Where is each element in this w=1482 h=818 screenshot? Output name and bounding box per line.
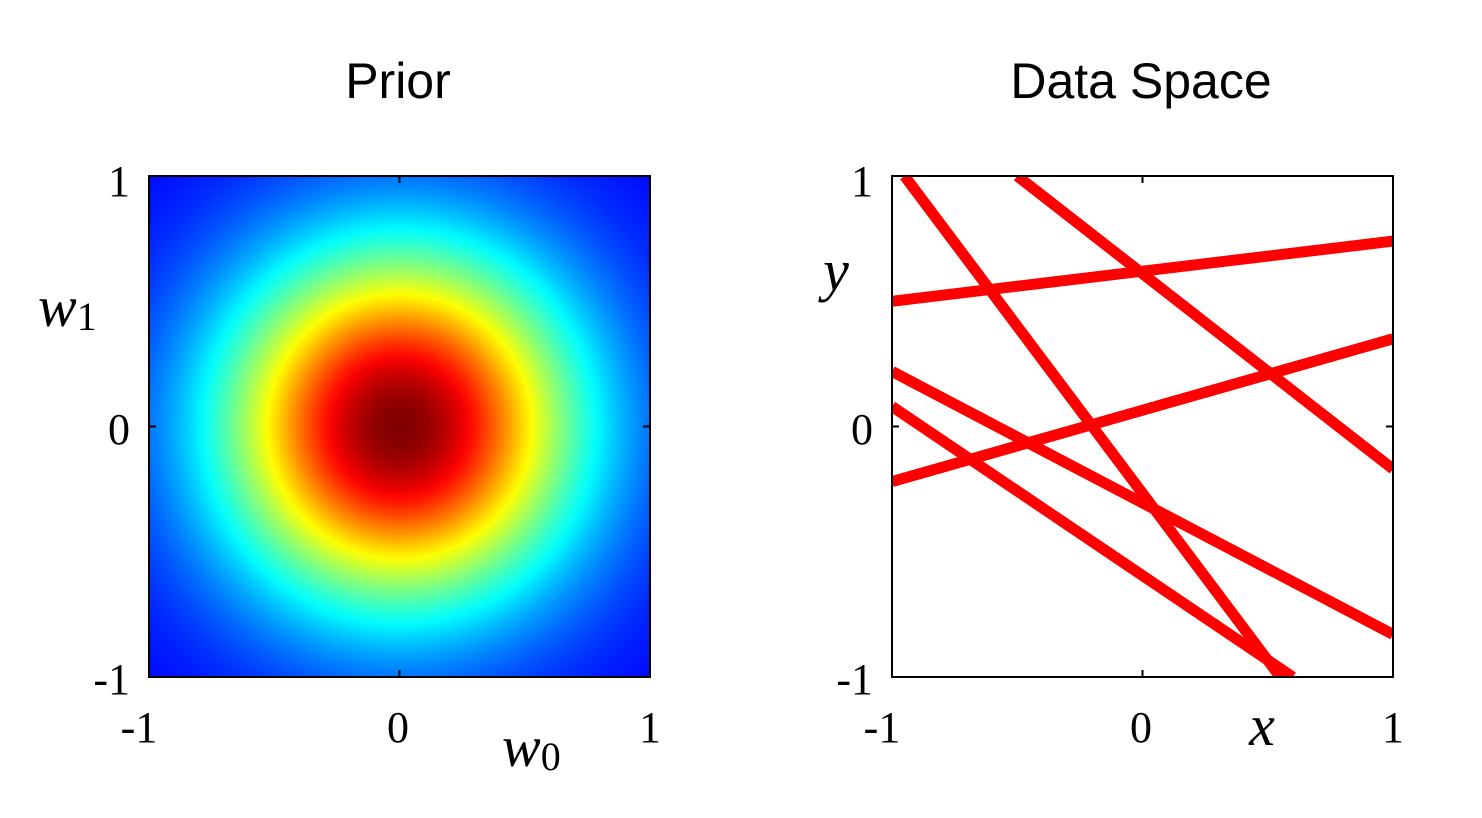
sample-line-2 [1013, 176, 1393, 474]
prior-x-axis-var: w [502, 714, 541, 779]
prior-chart: Prior -1 0 1 1 0 -1 w0 w1 [38, 53, 661, 779]
prior-y-axis-var: w [38, 274, 77, 339]
prior-x-axis-label: w0 [502, 714, 561, 779]
data-y-tick-label: 1 [851, 157, 873, 206]
prior-x-axis-sub: 0 [541, 734, 561, 779]
prior-y-axis-sub: 1 [77, 294, 97, 339]
prior-y-axis-label: w1 [38, 274, 97, 339]
data-x-axis-label: x [1248, 693, 1275, 758]
data-tick-marks [891, 175, 1394, 678]
prior-y-tick-label: -1 [93, 655, 130, 704]
prior-x-tick-label: -1 [121, 703, 158, 752]
sample-line-5 [892, 366, 1393, 640]
data-space-title: Data Space [1010, 53, 1271, 109]
data-y-tick-label: 0 [851, 405, 873, 454]
data-lines-group [892, 176, 1393, 677]
prior-x-tick-label: 0 [387, 703, 409, 752]
prior-x-tick-label: 1 [639, 703, 661, 752]
data-x-tick-label: 1 [1382, 703, 1404, 752]
data-y-tick-label: -1 [836, 655, 873, 704]
data-x-tick-label: -1 [864, 703, 901, 752]
prior-y-tick-label: 0 [108, 405, 130, 454]
data-space-chart: Data Space -1 0 1 1 0 -1 x y [818, 53, 1404, 758]
data-y-axis-label: y [818, 238, 849, 303]
data-x-tick-label: 0 [1130, 703, 1152, 752]
prior-density-heatmap [149, 176, 650, 677]
prior-tick-marks [148, 175, 651, 678]
prior-y-tick-label: 1 [108, 157, 130, 206]
prior-title: Prior [345, 53, 451, 109]
sample-line-6 [892, 401, 1296, 677]
sample-line-3 [892, 235, 1393, 307]
